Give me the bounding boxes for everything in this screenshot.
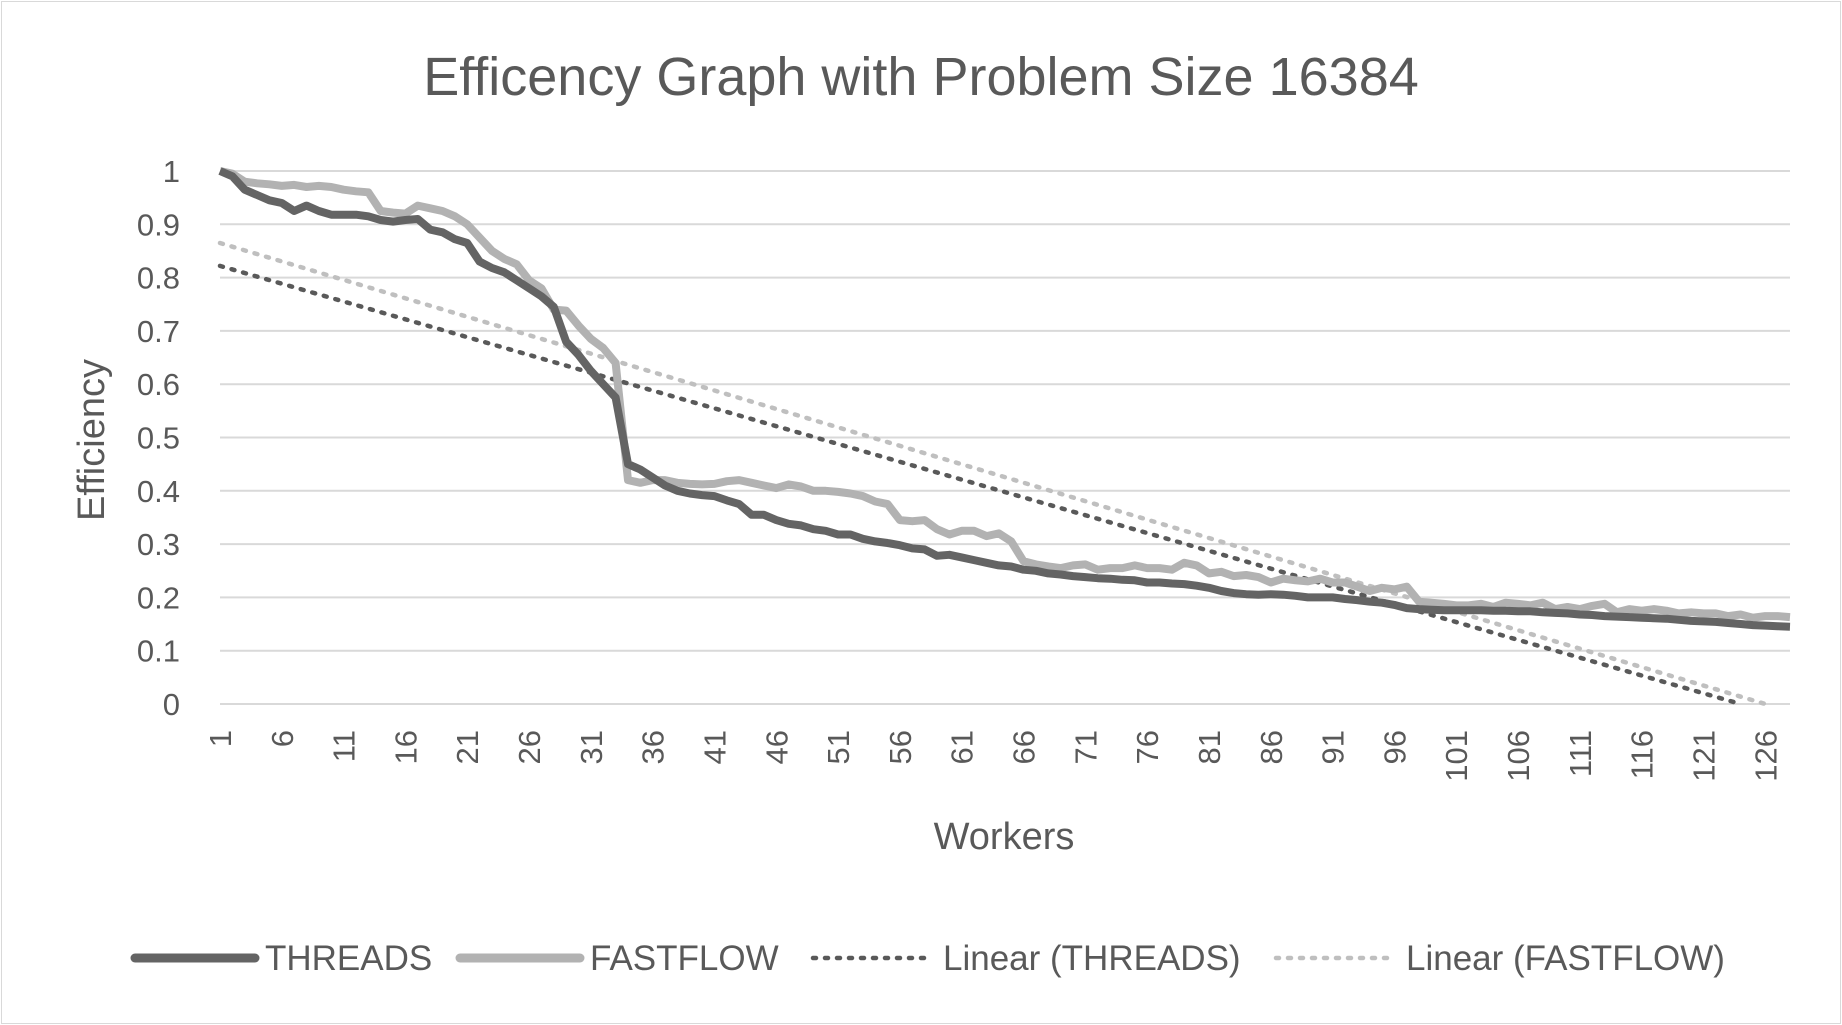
x-tick-label: 41 [697, 730, 732, 764]
x-tick-label: 81 [1192, 730, 1227, 764]
x-tick-label: 111 [1563, 730, 1598, 777]
y-tick-label: 0.9 [137, 207, 180, 242]
series-line-linear-threads [217, 263, 1743, 707]
legend-label-threads: THREADS [265, 939, 432, 978]
x-tick-label: 36 [636, 730, 671, 764]
x-tick-label: 51 [821, 730, 856, 764]
legend-label-fastflow: FASTFLOW [590, 939, 779, 978]
x-tick-labels: 1 6 11 16 21 26 31 36 41 46 51 56 61 66 71 76 81 86 91 96 10… [203, 730, 1783, 782]
y-tick-label: 0.3 [137, 527, 180, 562]
x-tick-label: 116 [1625, 730, 1660, 779]
x-tick-label: 16 [388, 730, 423, 764]
x-tick-label: 61 [945, 730, 980, 764]
y-tick-label: 1 [163, 154, 180, 189]
x-tick-label: 71 [1068, 730, 1103, 764]
y-tick-label: 0.4 [137, 474, 180, 509]
series-line-linear-fastflow [217, 240, 1768, 707]
x-tick-label: 11 [327, 730, 362, 762]
x-tick-label: 121 [1686, 730, 1721, 782]
x-tick-label: 66 [1007, 730, 1042, 764]
y-tick-labels: 0 0.1 0.2 0.3 0.4 0.5 0.6 0.7 0.8 0.9 1 [137, 154, 180, 722]
x-tick-label: 106 [1501, 730, 1536, 782]
x-tick-label: 126 [1748, 730, 1783, 782]
y-tick-label: 0.1 [137, 634, 180, 669]
x-tick-label: 1 [203, 730, 238, 747]
series-line-threads [218, 167, 1791, 631]
series-line-fastflow [219, 167, 1791, 622]
y-tick-label: 0.5 [137, 421, 180, 456]
legend: THREADS FASTFLOW Linear (THREADS) Linear (F… [130, 939, 1725, 978]
series-lines [217, 167, 1791, 707]
x-tick-label: 6 [265, 730, 300, 747]
x-tick-label: 56 [883, 730, 918, 764]
x-tick-label: 31 [574, 730, 609, 764]
y-axis-title: Efficiency [71, 359, 113, 521]
legend-label-linear-fastflow: Linear (FASTFLOW) [1406, 939, 1725, 978]
x-axis-title: Workers [934, 816, 1075, 858]
x-tick-label: 101 [1439, 730, 1474, 782]
x-tick-label: 96 [1377, 730, 1412, 764]
y-tick-label: 0.7 [137, 314, 180, 349]
y-tick-label: 0.2 [137, 580, 180, 615]
y-tick-label: 0 [163, 687, 180, 722]
x-tick-label: 26 [512, 730, 547, 764]
legend-label-linear-threads: Linear (THREADS) [943, 939, 1241, 978]
x-tick-label: 91 [1316, 730, 1351, 764]
chart-title: Efficency Graph with Problem Size 16384 [423, 47, 1419, 107]
x-tick-label: 76 [1130, 730, 1165, 764]
gridlines [220, 170, 1790, 705]
y-tick-label: 0.6 [137, 367, 180, 402]
x-tick-label: 21 [450, 730, 485, 764]
x-tick-label: 86 [1254, 730, 1289, 764]
y-tick-label: 0.8 [137, 261, 180, 296]
x-tick-label: 46 [759, 730, 794, 764]
